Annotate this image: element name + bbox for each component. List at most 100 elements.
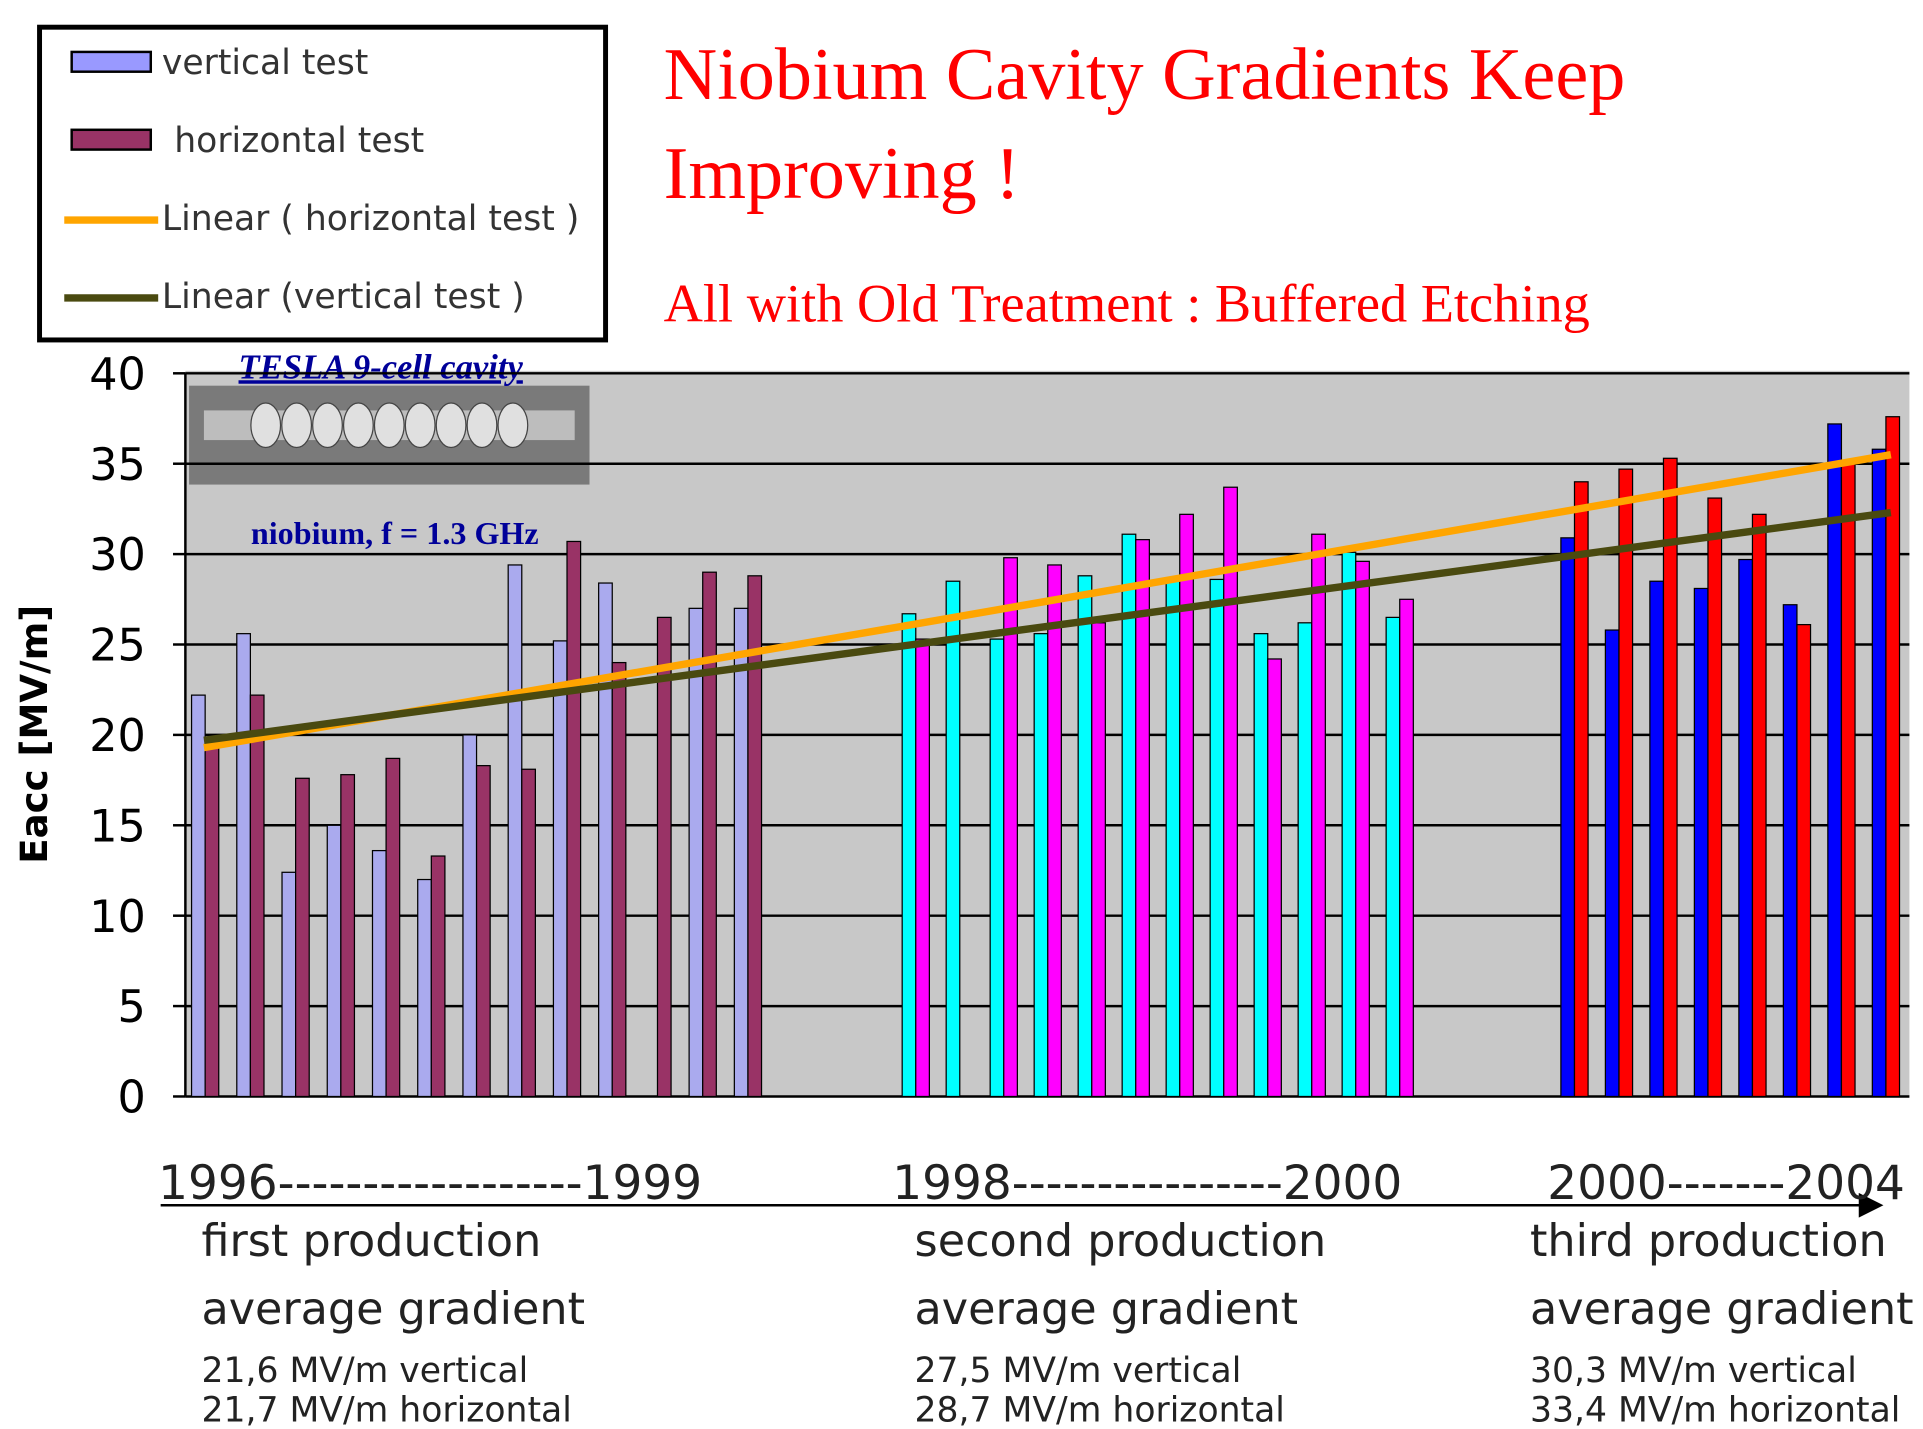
production-horizontal: 33,4 MV/m horizontal	[1530, 1391, 1900, 1429]
vertical-bar	[418, 880, 432, 1097]
production-avg: average gradient	[915, 1284, 1299, 1335]
horizontal-bar	[296, 778, 310, 1096]
vertical-bar	[1078, 576, 1092, 1097]
period-label: 2000-------2004	[1547, 1156, 1905, 1211]
period-label: 1998----------------2000	[892, 1156, 1402, 1211]
y-tick-label: 40	[89, 349, 146, 400]
title: Niobium Cavity Gradients Keep	[664, 34, 1626, 116]
vertical-bar	[1254, 634, 1268, 1097]
horizontal-bar	[1841, 464, 1855, 1097]
y-tick-label: 10	[89, 892, 146, 943]
legend-label: Linear (vertical test )	[162, 277, 525, 317]
production-avg: average gradient	[201, 1284, 585, 1335]
vertical-bar	[1828, 424, 1842, 1097]
page: {"chart_data": { "type": "grouped-bar", …	[0, 0, 1923, 1429]
vertical-bar	[1605, 630, 1619, 1096]
vertical-bar	[192, 695, 206, 1096]
y-tick-label: 30	[89, 530, 146, 581]
annotation: TESLA 9-cell cavity	[239, 348, 524, 386]
vertical-bar	[946, 581, 960, 1096]
y-tick-label: 35	[89, 440, 146, 491]
legend-label: horizontal test	[174, 121, 424, 161]
horizontal-bar	[341, 775, 355, 1097]
cavity-image	[189, 386, 589, 485]
y-tick-label: 5	[118, 982, 146, 1033]
horizontal-bar	[1180, 514, 1194, 1096]
vertical-bar	[1034, 634, 1048, 1097]
vertical-bar	[1561, 538, 1575, 1097]
title-line2: Improving !	[664, 133, 1020, 215]
production-vertical: 27,5 MV/m vertical	[915, 1351, 1242, 1391]
horizontal-bar	[1092, 623, 1106, 1097]
annotation: niobium, f = 1.3 GHz	[251, 515, 539, 551]
horizontal-bar	[1797, 625, 1811, 1097]
horizontal-bar	[1356, 561, 1370, 1096]
vertical-bar	[1298, 623, 1312, 1097]
chart: Niobium Cavity Gradients Keep Improving …	[0, 0, 1923, 1429]
horizontal-bar	[1136, 540, 1150, 1097]
horizontal-bar	[522, 769, 536, 1096]
vertical-bar	[1694, 588, 1708, 1096]
vertical-bar	[990, 639, 1004, 1096]
horizontal-bar	[477, 766, 491, 1097]
production-vertical: 30,3 MV/m vertical	[1530, 1351, 1857, 1391]
vertical-bar	[734, 608, 748, 1096]
horizontal-bar	[1663, 458, 1677, 1096]
y-tick-label: 25	[89, 621, 146, 672]
production-horizontal: 21,7 MV/m horizontal	[201, 1391, 571, 1429]
horizontal-bar	[1708, 498, 1722, 1096]
production-avg: average gradient	[1530, 1284, 1914, 1335]
production-vertical: 21,6 MV/m vertical	[201, 1351, 528, 1391]
vertical-bar	[1386, 617, 1400, 1096]
vertical-bar	[327, 825, 341, 1096]
horizontal-bar	[431, 856, 445, 1096]
y-axis-label: Eacc [MV/m]	[13, 605, 56, 864]
horizontal-bar	[1268, 659, 1282, 1097]
vertical-bar	[237, 634, 251, 1097]
period-label: 1996------------------1999	[158, 1156, 702, 1211]
horizontal-bar	[1004, 558, 1018, 1097]
horizontal-bar	[612, 663, 626, 1097]
y-tick-label: 0	[118, 1073, 146, 1124]
legend-label: vertical test	[162, 43, 368, 83]
horizontal-bar	[1400, 599, 1414, 1096]
vertical-bar	[282, 872, 296, 1096]
horizontal-bar	[1886, 417, 1900, 1097]
vertical-bar	[1650, 581, 1664, 1096]
subtitle: All with Old Treatment : Buffered Etchin…	[664, 273, 1590, 333]
horizontal-bar	[1224, 487, 1238, 1096]
production-horizontal: 28,7 MV/m horizontal	[915, 1391, 1285, 1429]
horizontal-bar	[567, 541, 581, 1096]
vertical-bar	[372, 851, 386, 1097]
horizontal-bar	[916, 639, 930, 1096]
y-tick-label: 20	[89, 711, 146, 762]
vertical-bar	[553, 641, 567, 1097]
vertical-bar	[1872, 449, 1886, 1096]
horizontal-bar	[703, 572, 717, 1096]
horizontal-bar	[1312, 534, 1326, 1096]
horizontal-bar	[205, 739, 219, 1097]
legend-label: Linear ( horizontal test )	[162, 199, 579, 239]
legend-swatch	[72, 130, 151, 150]
y-tick-label: 15	[89, 801, 146, 852]
vertical-bar	[1210, 579, 1224, 1096]
vertical-bar	[1166, 581, 1180, 1096]
legend-swatch	[72, 52, 151, 72]
production-name: third production	[1530, 1216, 1887, 1267]
vertical-bar	[1783, 605, 1797, 1097]
horizontal-bar	[1619, 469, 1633, 1096]
vertical-bar	[463, 735, 477, 1097]
horizontal-bar	[1574, 482, 1588, 1097]
production-name: second production	[915, 1216, 1327, 1267]
vertical-bar	[689, 608, 703, 1096]
production-name: first production	[201, 1216, 541, 1267]
horizontal-bar	[386, 758, 400, 1096]
horizontal-bar	[1048, 565, 1062, 1097]
vertical-bar	[902, 614, 916, 1097]
horizontal-bar	[250, 695, 264, 1096]
horizontal-bar	[1752, 514, 1766, 1096]
vertical-bar	[599, 583, 613, 1096]
vertical-bar	[508, 565, 522, 1097]
vertical-bar	[1342, 552, 1356, 1096]
horizontal-bar	[657, 617, 671, 1096]
